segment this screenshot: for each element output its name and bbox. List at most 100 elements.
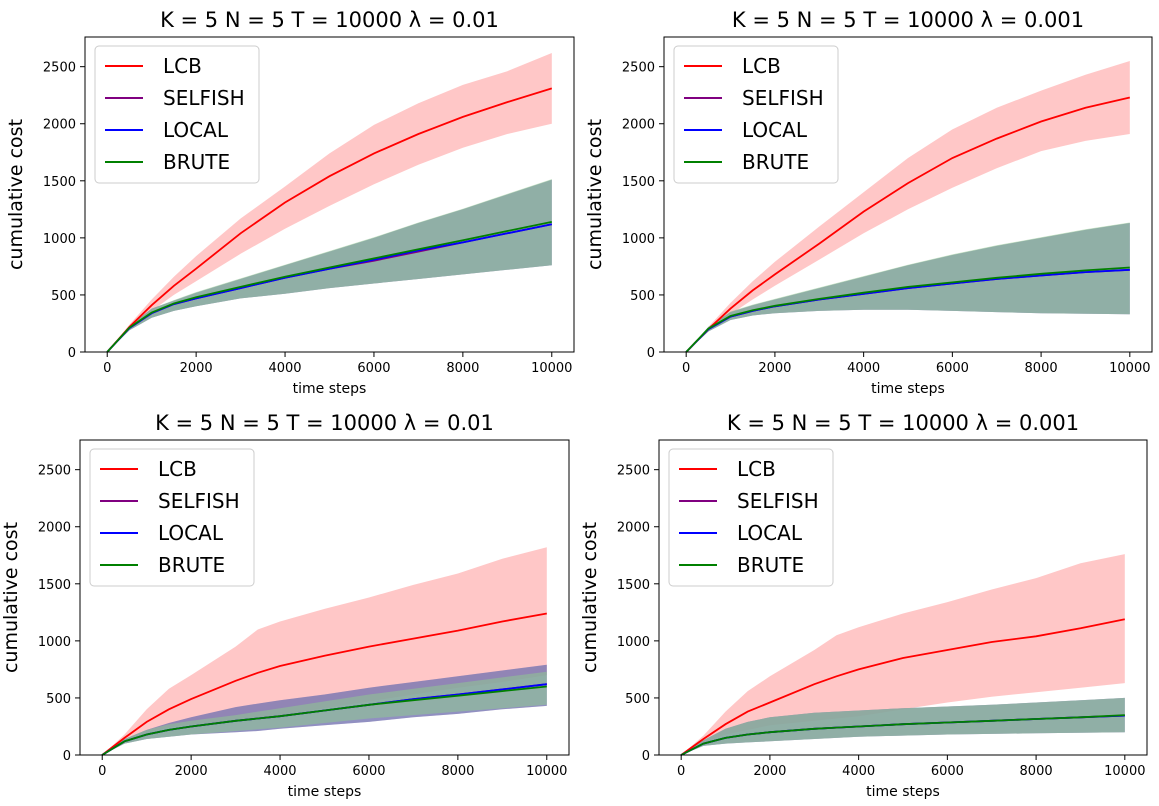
y-tick-label: 0 <box>63 749 71 764</box>
y-tick-label: 2500 <box>622 61 655 76</box>
y-tick-label: 500 <box>630 289 655 304</box>
line-lcb <box>680 618 1125 756</box>
x-tick-label: 6000 <box>936 361 969 376</box>
x-tick-label: 4000 <box>842 764 875 779</box>
x-tick-label: 6000 <box>357 361 390 376</box>
y-tick-label: 2000 <box>622 118 655 133</box>
y-axis-label: cumulative cost <box>579 522 601 673</box>
chart-title: K = 5 N = 5 T = 10000 λ = 0.001 <box>727 411 1079 435</box>
axes-frame <box>663 36 1153 353</box>
legend: LCB SELFISH LOCAL BRUTE <box>89 448 255 587</box>
y-tick-label: 2500 <box>38 464 71 479</box>
x-tick-label: 8000 <box>1020 764 1053 779</box>
legend-label-brute: BRUTE <box>737 553 804 577</box>
x-tick-label: 10000 <box>526 764 567 779</box>
legend-label-local: LOCAL <box>742 118 808 142</box>
y-tick-label: 1500 <box>38 578 71 593</box>
x-tick-label: 8000 <box>446 361 479 376</box>
legend-label-brute: BRUTE <box>163 150 230 174</box>
x-tick-label: 6000 <box>931 764 964 779</box>
legend-label-lcb: LCB <box>737 457 776 481</box>
x-axis-label: time steps <box>866 784 940 800</box>
y-tick-label: 500 <box>625 692 650 707</box>
legend: LCB SELFISH LOCAL BRUTE <box>673 45 839 184</box>
x-axis-label: time steps <box>871 381 945 397</box>
y-tick-label: 500 <box>46 692 71 707</box>
x-tick-label: 6000 <box>352 764 385 779</box>
x-tick-label: 10000 <box>531 361 572 376</box>
x-tick-label: 2000 <box>753 764 786 779</box>
y-tick-label: 0 <box>647 346 655 361</box>
axes-frame <box>79 439 570 756</box>
y-tick-label: 0 <box>68 346 76 361</box>
band-lcb <box>107 53 552 352</box>
x-tick-label: 4000 <box>847 361 880 376</box>
y-axis-label: cumulative cost <box>584 119 606 270</box>
y-tick-label: 1000 <box>617 635 650 650</box>
x-axis-label: time steps <box>293 381 367 397</box>
x-tick-label: 2000 <box>180 361 213 376</box>
legend-label-lcb: LCB <box>158 457 197 481</box>
legend-box <box>89 448 255 587</box>
legend-label-brute: BRUTE <box>742 150 809 174</box>
y-axis-label: cumulative cost <box>5 119 27 270</box>
line-brute <box>685 266 1130 353</box>
legend-label-selfish: SELFISH <box>737 489 819 513</box>
axes-frame <box>658 439 1148 756</box>
subplot-3: K = 5 N = 5 T = 10000 λ = 0.01 0 2000 4000 6… <box>0 411 570 800</box>
x-tick-label: 10000 <box>1109 361 1150 376</box>
y-tick-label: 2000 <box>617 521 650 536</box>
legend-label-local: LOCAL <box>737 521 803 545</box>
y-tick-label: 1500 <box>43 175 76 190</box>
x-tick-label: 0 <box>103 361 111 376</box>
line-brute <box>680 714 1125 756</box>
y-axis-label: cumulative cost <box>0 522 22 673</box>
legend: LCB SELFISH LOCAL BRUTE <box>668 448 834 587</box>
x-axis-label: time steps <box>288 784 362 800</box>
chart-title: K = 5 N = 5 T = 10000 λ = 0.01 <box>155 411 494 435</box>
band-lcb <box>681 554 1125 755</box>
x-tick-label: 4000 <box>268 361 301 376</box>
legend: LCB SELFISH LOCAL BRUTE <box>94 45 260 184</box>
y-tick-label: 500 <box>51 289 76 304</box>
x-tick-label: 0 <box>98 764 106 779</box>
legend-label-local: LOCAL <box>158 521 224 545</box>
line-lcb <box>101 612 547 756</box>
y-tick-label: 1500 <box>622 175 655 190</box>
line-lcb <box>685 96 1131 353</box>
axes-frame <box>84 36 575 353</box>
legend-label-local: LOCAL <box>163 118 229 142</box>
y-tick-label: 2500 <box>617 464 650 479</box>
subplot-2: K = 5 N = 5 T = 10000 λ = 0.001 0 2000 4000… <box>584 8 1153 397</box>
subplot-1: K = 5 N = 5 T = 10000 λ = 0.01 0 2000 4000 6… <box>5 8 575 397</box>
y-tick-label: 2000 <box>43 118 76 133</box>
x-tick-label: 0 <box>677 764 685 779</box>
band-brute <box>102 671 547 755</box>
band-lcb <box>102 547 547 755</box>
legend-label-lcb: LCB <box>163 54 202 78</box>
band-lcb <box>686 61 1130 352</box>
line-lcb <box>106 87 553 353</box>
x-tick-label: 2000 <box>175 764 208 779</box>
y-tick-label: 1000 <box>43 232 76 247</box>
x-tick-label: 4000 <box>263 764 296 779</box>
y-tick-label: 1000 <box>622 232 655 247</box>
y-tick-label: 1000 <box>38 635 71 650</box>
subplot-4: K = 5 N = 5 T = 10000 λ = 0.001 0 2000 4000… <box>579 411 1148 800</box>
x-tick-label: 2000 <box>758 361 791 376</box>
band-brute <box>681 697 1125 755</box>
legend-box <box>673 45 839 184</box>
y-tick-label: 0 <box>642 749 650 764</box>
band-brute <box>107 179 552 352</box>
x-tick-label: 0 <box>682 361 690 376</box>
chart-title: K = 5 N = 5 T = 10000 λ = 0.01 <box>160 8 499 32</box>
x-tick-label: 10000 <box>1104 764 1145 779</box>
legend-label-brute: BRUTE <box>158 553 225 577</box>
x-tick-label: 8000 <box>441 764 474 779</box>
chart-title: K = 5 N = 5 T = 10000 λ = 0.001 <box>732 8 1084 32</box>
x-tick-label: 8000 <box>1025 361 1058 376</box>
legend-box <box>668 448 834 587</box>
legend-box <box>94 45 260 184</box>
legend-label-selfish: SELFISH <box>163 86 245 110</box>
